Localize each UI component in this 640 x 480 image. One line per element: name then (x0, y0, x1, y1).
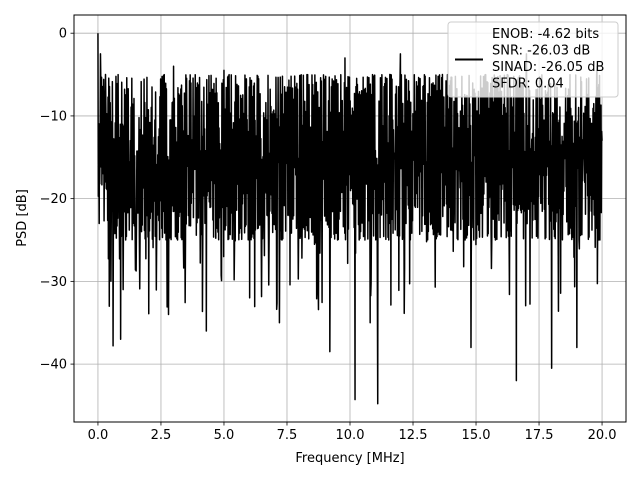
legend-entry-enob: ENOB: -4.62 bits (492, 27, 599, 42)
legend-box (447, 21, 619, 98)
y-axis: 0 −10 −20 −30 −40 (40, 27, 74, 373)
y-tick-label: −10 (40, 109, 67, 124)
x-tick-label: 17.5 (525, 428, 554, 443)
y-tick-label: −20 (40, 192, 67, 207)
y-tick-label: 0 (59, 27, 67, 42)
y-tick-label: −30 (40, 275, 67, 290)
x-tick-label: 15.0 (462, 428, 491, 443)
x-tick-label: 20.0 (588, 428, 617, 443)
x-tick-label: 12.5 (399, 428, 428, 443)
legend-entry-sfdr: SFDR: 0.04 (492, 77, 564, 92)
y-axis-label: PSD [dB] (15, 189, 30, 247)
psd-trace-line (97, 33, 603, 405)
x-tick-label: 10.0 (336, 428, 365, 443)
series-psd (97, 33, 603, 405)
x-tick-label: 5.0 (214, 428, 235, 443)
x-tick-label: 2.5 (151, 428, 172, 443)
legend-entry-snr: SNR: -26.03 dB (492, 44, 590, 59)
x-tick-label: 7.5 (277, 428, 298, 443)
x-tick-label: 0.0 (88, 428, 109, 443)
y-tick-label: −40 (40, 358, 67, 373)
legend-entry-sinad: SINAD: -26.05 dB (492, 60, 604, 75)
x-axis: 0.0 2.5 5.0 7.5 10.0 12.5 15.0 17.5 20.0 (88, 422, 617, 443)
legend: ENOB: -4.62 bits SNR: -26.03 dB SINAD: -… (447, 21, 619, 98)
x-axis-label: Frequency [MHz] (295, 451, 404, 466)
